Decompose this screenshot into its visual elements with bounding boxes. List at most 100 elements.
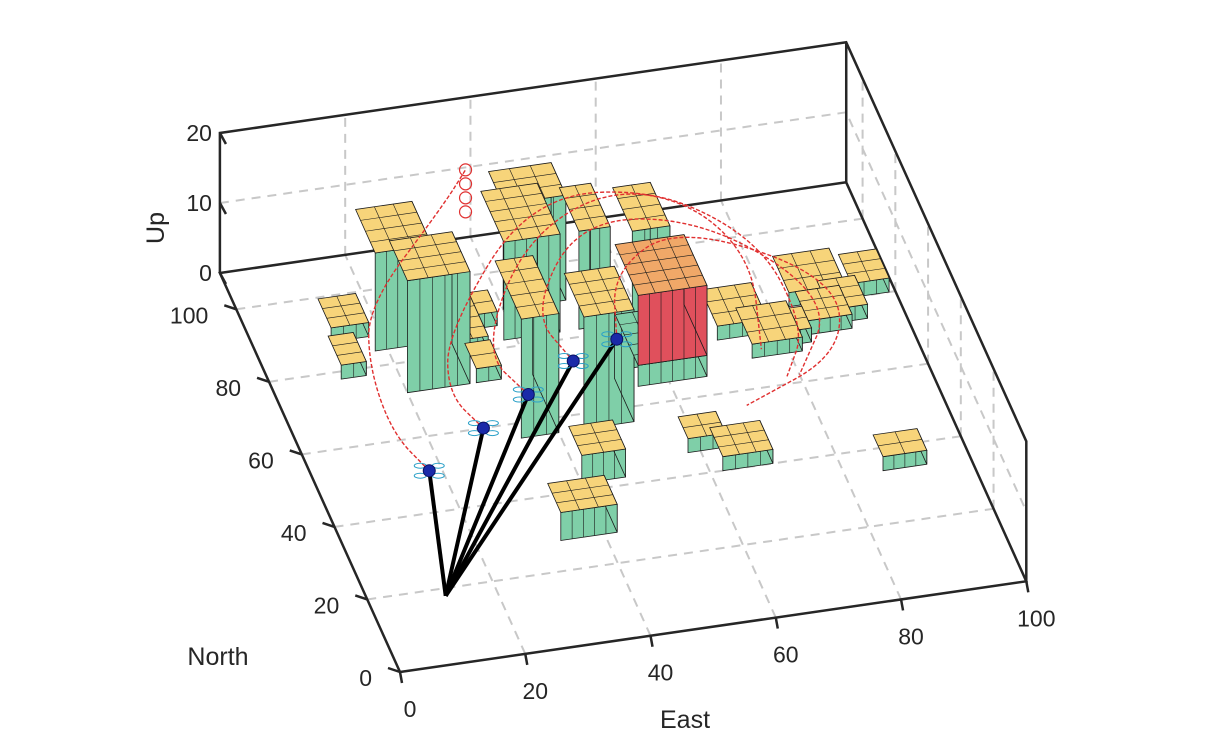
x-axis-label: East bbox=[660, 706, 710, 734]
roof-grid-line bbox=[556, 494, 613, 504]
roof-grid-line bbox=[370, 233, 427, 243]
roof-grid-line bbox=[573, 215, 606, 221]
grid-line-north bbox=[334, 435, 961, 528]
roof-grid-line bbox=[726, 425, 740, 455]
building-roof bbox=[327, 332, 367, 366]
roof-grid-line bbox=[803, 304, 848, 312]
building bbox=[547, 474, 618, 541]
roof-grid-line bbox=[742, 422, 757, 452]
roof-grid-line bbox=[590, 423, 604, 453]
roof-grid-line bbox=[513, 258, 541, 317]
trajectory-marker bbox=[458, 205, 473, 219]
roof-grid-line bbox=[336, 351, 362, 356]
drone-marker bbox=[512, 386, 544, 403]
roof-grid-line bbox=[569, 276, 620, 285]
roof-grid-line bbox=[500, 266, 538, 273]
drone-trajectory bbox=[542, 218, 821, 375]
up-tick-label: 0 bbox=[199, 260, 212, 286]
roof-grid-line bbox=[515, 301, 554, 308]
roof-grid-line bbox=[322, 302, 360, 309]
roof-grid-line bbox=[718, 439, 769, 448]
roof-grid-line bbox=[632, 241, 656, 293]
roof-grid-line bbox=[569, 204, 601, 210]
north-tick-label: 100 bbox=[170, 302, 208, 328]
east-tick-mark bbox=[774, 617, 780, 629]
roof-grid-line bbox=[470, 352, 496, 357]
roof-grid-line bbox=[326, 312, 365, 319]
north-tick-mark bbox=[289, 449, 303, 456]
up-tick-label: 20 bbox=[186, 120, 212, 146]
roof-grid-line bbox=[485, 193, 542, 202]
drone-body bbox=[521, 388, 535, 402]
roof-grid-line bbox=[402, 261, 466, 272]
roof-grid-line bbox=[627, 214, 666, 221]
trajectory-marker bbox=[458, 191, 473, 205]
building bbox=[568, 419, 627, 484]
drone-body bbox=[422, 464, 436, 478]
grid-line-east bbox=[720, 200, 902, 600]
roof-grid-line bbox=[706, 294, 757, 303]
roof-grid-line bbox=[649, 239, 673, 291]
north-tick-label: 20 bbox=[314, 592, 340, 618]
drone-trajectory bbox=[613, 236, 841, 407]
back-walls-outline bbox=[218, 40, 1028, 582]
roof-grid-line bbox=[741, 312, 792, 321]
drone-marker bbox=[557, 352, 589, 369]
buildings bbox=[317, 162, 928, 541]
roof-grid-line bbox=[493, 173, 557, 183]
roof-grid-line bbox=[505, 278, 544, 285]
east-tick-mark bbox=[1025, 581, 1030, 593]
roof-grid-line bbox=[566, 480, 580, 510]
east-tick-label: 0 bbox=[404, 696, 417, 722]
roof-grid-line bbox=[499, 223, 556, 233]
up-tick-mark bbox=[218, 202, 228, 215]
east-tick-label: 20 bbox=[522, 678, 548, 704]
drones bbox=[413, 331, 633, 479]
east-tick-mark bbox=[649, 635, 654, 647]
east-tick-label: 100 bbox=[1017, 605, 1055, 631]
roof-grid-line bbox=[777, 259, 835, 269]
east-tick-label: 80 bbox=[898, 623, 924, 649]
grid-line-east bbox=[594, 218, 777, 618]
roof-grid-line bbox=[842, 258, 881, 265]
up-tick-mark bbox=[218, 272, 228, 285]
comm-link bbox=[443, 427, 486, 597]
drone-body bbox=[476, 421, 490, 435]
roof-grid-line bbox=[510, 290, 549, 297]
roof-grid-line bbox=[856, 251, 871, 281]
north-tick-mark bbox=[322, 521, 335, 529]
up-tick-mark bbox=[218, 132, 228, 145]
drone-trajectory bbox=[492, 193, 800, 396]
grid-line-east bbox=[344, 254, 527, 655]
roof-grid-line bbox=[878, 439, 922, 447]
north-tick-mark bbox=[256, 376, 270, 384]
roof-grid-line bbox=[628, 264, 698, 276]
roof-grid-line bbox=[529, 165, 546, 199]
drone-marker bbox=[601, 331, 633, 348]
communication-links bbox=[427, 338, 619, 597]
z-axis-label: Up bbox=[142, 212, 170, 244]
drone-marker bbox=[467, 420, 499, 437]
east-tick-label: 60 bbox=[773, 642, 799, 668]
north-tick-label: 0 bbox=[359, 665, 372, 691]
roof-grid-line bbox=[499, 188, 523, 240]
building bbox=[464, 339, 502, 384]
roof-grid-line bbox=[360, 211, 417, 221]
roof-grid-line bbox=[624, 254, 694, 266]
comm-link bbox=[443, 360, 575, 597]
roof-grid-line bbox=[799, 294, 844, 302]
building bbox=[317, 293, 370, 343]
roof-grid-line bbox=[714, 429, 765, 438]
roof-grid-line bbox=[752, 305, 770, 342]
building bbox=[709, 419, 774, 472]
north-tick-mark bbox=[223, 304, 237, 311]
trajectory-marker bbox=[458, 177, 473, 191]
roof-grid-line bbox=[666, 236, 691, 289]
drone-trajectory bbox=[446, 191, 763, 429]
roof-grid-line bbox=[617, 192, 656, 199]
axis-ticks: 0 20 40 60 80 100 0 20 40 60 80 100 0 10 20 bbox=[170, 120, 1056, 722]
roof-grid-line bbox=[336, 296, 351, 326]
drone-body bbox=[566, 354, 580, 368]
roof-grid-line bbox=[398, 251, 462, 262]
